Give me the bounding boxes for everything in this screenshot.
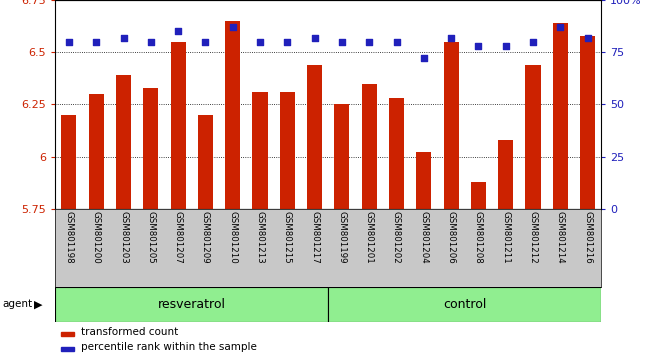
Point: [446, 35, 456, 40]
Text: GSM801217: GSM801217: [310, 211, 319, 264]
Text: GSM801210: GSM801210: [228, 211, 237, 264]
Bar: [170, 42, 186, 209]
Text: GSM801203: GSM801203: [119, 211, 128, 264]
Text: GSM801205: GSM801205: [146, 211, 155, 264]
Text: GSM801208: GSM801208: [474, 211, 483, 264]
Bar: [580, 35, 595, 209]
Bar: [389, 98, 404, 209]
Point: [473, 43, 484, 49]
Text: GSM801213: GSM801213: [255, 211, 265, 264]
Point: [255, 39, 265, 45]
Point: [91, 39, 101, 45]
Bar: [443, 42, 459, 209]
Point: [582, 35, 593, 40]
Text: agent: agent: [3, 299, 32, 309]
Text: ▶: ▶: [34, 299, 42, 309]
Point: [173, 29, 183, 34]
Point: [364, 39, 374, 45]
Bar: [552, 23, 568, 209]
Bar: [280, 92, 295, 209]
Text: GSM801204: GSM801204: [419, 211, 428, 264]
Bar: [334, 104, 350, 209]
Bar: [498, 140, 514, 209]
Point: [146, 39, 156, 45]
Bar: [116, 75, 131, 209]
Text: transformed count: transformed count: [81, 327, 179, 337]
Text: GSM801209: GSM801209: [201, 211, 210, 264]
Point: [500, 43, 511, 49]
Point: [391, 39, 402, 45]
Bar: [525, 65, 541, 209]
Bar: [198, 115, 213, 209]
Bar: [252, 92, 268, 209]
Point: [555, 24, 566, 30]
Text: GSM801201: GSM801201: [365, 211, 374, 264]
Point: [282, 39, 293, 45]
Bar: [307, 65, 322, 209]
Point: [337, 39, 347, 45]
Point: [419, 56, 429, 61]
Text: GSM801211: GSM801211: [501, 211, 510, 264]
Bar: [60, 347, 74, 351]
Text: GSM801215: GSM801215: [283, 211, 292, 264]
Text: GSM801198: GSM801198: [64, 211, 73, 264]
Text: GSM801214: GSM801214: [556, 211, 565, 264]
Point: [309, 35, 320, 40]
Bar: [60, 332, 74, 336]
Point: [200, 39, 211, 45]
Bar: [55, 287, 328, 322]
Point: [227, 24, 238, 30]
Bar: [61, 115, 77, 209]
Text: GSM801207: GSM801207: [174, 211, 183, 264]
Point: [528, 39, 538, 45]
Text: GSM801216: GSM801216: [583, 211, 592, 264]
Text: resveratrol: resveratrol: [158, 298, 226, 311]
Bar: [143, 88, 159, 209]
Text: control: control: [443, 298, 486, 311]
Point: [64, 39, 74, 45]
Bar: [361, 84, 377, 209]
Text: percentile rank within the sample: percentile rank within the sample: [81, 342, 257, 352]
Text: GSM801202: GSM801202: [392, 211, 401, 264]
Bar: [471, 182, 486, 209]
Bar: [416, 153, 432, 209]
Text: GSM801200: GSM801200: [92, 211, 101, 264]
Bar: [328, 287, 601, 322]
Bar: [88, 94, 104, 209]
Bar: [225, 21, 240, 209]
Point: [118, 35, 129, 40]
Text: GSM801212: GSM801212: [528, 211, 538, 264]
Text: GSM801206: GSM801206: [447, 211, 456, 264]
Text: GSM801199: GSM801199: [337, 211, 346, 264]
